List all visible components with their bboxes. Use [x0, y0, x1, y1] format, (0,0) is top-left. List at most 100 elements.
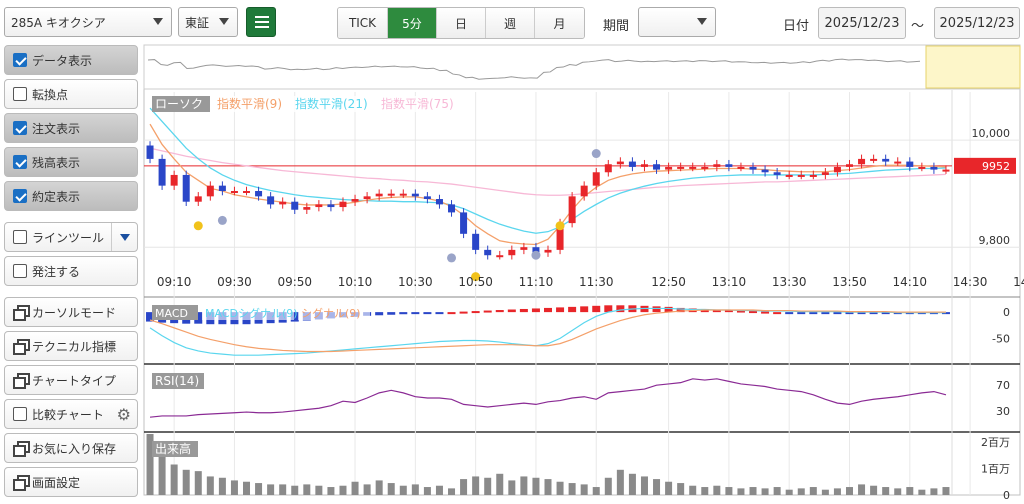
macd-bar	[423, 312, 432, 315]
macd-bar	[640, 305, 649, 313]
macd-bar	[471, 311, 480, 314]
candle	[243, 191, 251, 193]
sidebar-item-10[interactable]: 比較チャート ⚙	[4, 399, 138, 429]
tab-5min[interactable]: 5分	[388, 8, 437, 38]
date-to-field[interactable]: 2025/12/23	[934, 7, 1020, 39]
macd-bar	[302, 312, 311, 321]
gear-icon[interactable]: ⚙	[116, 405, 131, 424]
date-label: 日付	[783, 19, 810, 34]
sidebar-item-5[interactable]: ラインツール	[4, 222, 138, 252]
candle	[255, 191, 263, 197]
sidebar-item-2[interactable]: 注文表示	[4, 113, 138, 143]
volume-bar	[689, 485, 697, 495]
macd-bar	[399, 312, 408, 315]
market-select[interactable]: 東証	[178, 7, 238, 37]
macd-bar	[242, 312, 251, 325]
macd-bar	[712, 309, 721, 313]
candle	[580, 185, 588, 197]
checkbox-icon	[13, 264, 27, 278]
checkbox-icon	[13, 155, 27, 169]
macd-bar	[556, 307, 565, 313]
x-tick-label: 14:30	[953, 275, 988, 289]
volume-bar	[279, 484, 287, 495]
navigator-line	[147, 58, 921, 80]
sidebar-item-9[interactable]: チャートタイプ	[4, 365, 138, 395]
navigator-window	[925, 45, 1021, 89]
candle	[701, 166, 709, 169]
tab-week[interactable]: 週	[486, 8, 535, 38]
sidebar-item-8[interactable]: テクニカル指標	[4, 331, 138, 361]
candle	[761, 169, 769, 173]
ema75-line	[149, 147, 946, 196]
period-select[interactable]	[638, 7, 716, 37]
candle	[858, 158, 866, 165]
x-tick-label: 13:30	[772, 275, 807, 289]
volume-bar	[411, 484, 419, 495]
sidebar-item-6[interactable]: 発注する	[4, 256, 138, 286]
volume-bar	[484, 477, 492, 495]
candle	[315, 204, 323, 208]
volume-bar	[544, 479, 552, 495]
macd-bar	[688, 308, 697, 313]
candle	[604, 164, 612, 173]
tab-day[interactable]: 日	[437, 8, 486, 38]
macd-bar	[254, 312, 263, 324]
volume-bar	[568, 483, 576, 495]
macd-bar	[761, 311, 770, 314]
volume-bar	[472, 476, 480, 495]
x-tick-label: 11:30	[579, 275, 614, 289]
candle	[906, 161, 914, 167]
y-tick-label: 30	[996, 405, 1010, 418]
macd-bar	[845, 312, 854, 315]
macd-bar	[857, 312, 866, 315]
candle	[544, 249, 552, 253]
candle	[520, 247, 528, 250]
sidebar-item-1[interactable]: 転換点	[4, 79, 138, 109]
line-tool-dropdown[interactable]	[111, 223, 137, 251]
sidebar-item-3[interactable]: 残高表示	[4, 147, 138, 177]
sidebar-item-0[interactable]: データ表示	[4, 45, 138, 75]
sidebar-item-11[interactable]: お気に入り保存	[4, 433, 138, 463]
legend-box	[378, 96, 460, 112]
tab-month[interactable]: 月	[535, 8, 584, 38]
sidebar-item-label: 画面設定	[32, 475, 81, 490]
volume-bar	[616, 469, 624, 495]
candle	[942, 169, 950, 172]
macd-bar	[580, 306, 589, 313]
volume-bar	[628, 473, 636, 495]
sidebar-item-4[interactable]: 約定表示	[4, 181, 138, 211]
macd-bar	[447, 312, 456, 315]
macd-bar	[206, 312, 215, 325]
tab-tick[interactable]: TICK	[338, 8, 388, 38]
macd-bar	[411, 312, 420, 315]
sidebar-item-label: 転換点	[32, 87, 69, 102]
macd-bar	[941, 312, 950, 315]
ema21-line	[149, 107, 946, 234]
sidebar-item-12[interactable]: 画面設定	[4, 467, 138, 497]
signal-line	[149, 309, 946, 353]
volume-bar	[303, 484, 311, 495]
volume-bar	[448, 488, 456, 495]
x-tick-label: 10:50	[458, 275, 493, 289]
stock-select[interactable]: 285A キオクシア	[4, 7, 172, 37]
chart-frame	[143, 44, 1021, 496]
date-from-field[interactable]: 2025/12/23	[818, 7, 906, 39]
legend-label: 出来高	[155, 441, 191, 456]
macd-bar	[881, 312, 890, 315]
candle	[640, 164, 648, 167]
y-tick-label: -50	[992, 332, 1010, 345]
interval-tabs: TICK 5分 日 週 月	[337, 7, 585, 39]
candle	[194, 196, 202, 202]
list-button[interactable]	[246, 7, 276, 37]
macd-bar	[785, 312, 794, 315]
y-tick-label: 1百万	[981, 462, 1010, 475]
macd-bar	[893, 312, 902, 315]
candle	[387, 193, 395, 196]
macd-bar	[266, 312, 275, 324]
x-tick-label: 11:10	[519, 275, 554, 289]
sidebar-item-7[interactable]: カーソルモード	[4, 297, 138, 327]
volume-bar	[942, 487, 950, 495]
volume-bar	[930, 488, 938, 495]
volume-bar	[339, 485, 347, 495]
